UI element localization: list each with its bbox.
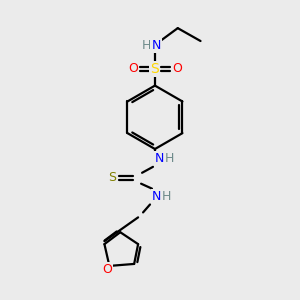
Text: H: H bbox=[165, 152, 175, 165]
Text: S: S bbox=[108, 171, 116, 184]
Text: H: H bbox=[162, 190, 172, 203]
Text: O: O bbox=[128, 62, 138, 75]
Text: N: N bbox=[152, 190, 162, 203]
Text: O: O bbox=[103, 263, 112, 276]
Text: S: S bbox=[151, 62, 159, 76]
Text: O: O bbox=[172, 62, 182, 75]
Text: N: N bbox=[155, 152, 165, 165]
Text: H: H bbox=[141, 40, 151, 52]
Text: N: N bbox=[151, 40, 160, 52]
